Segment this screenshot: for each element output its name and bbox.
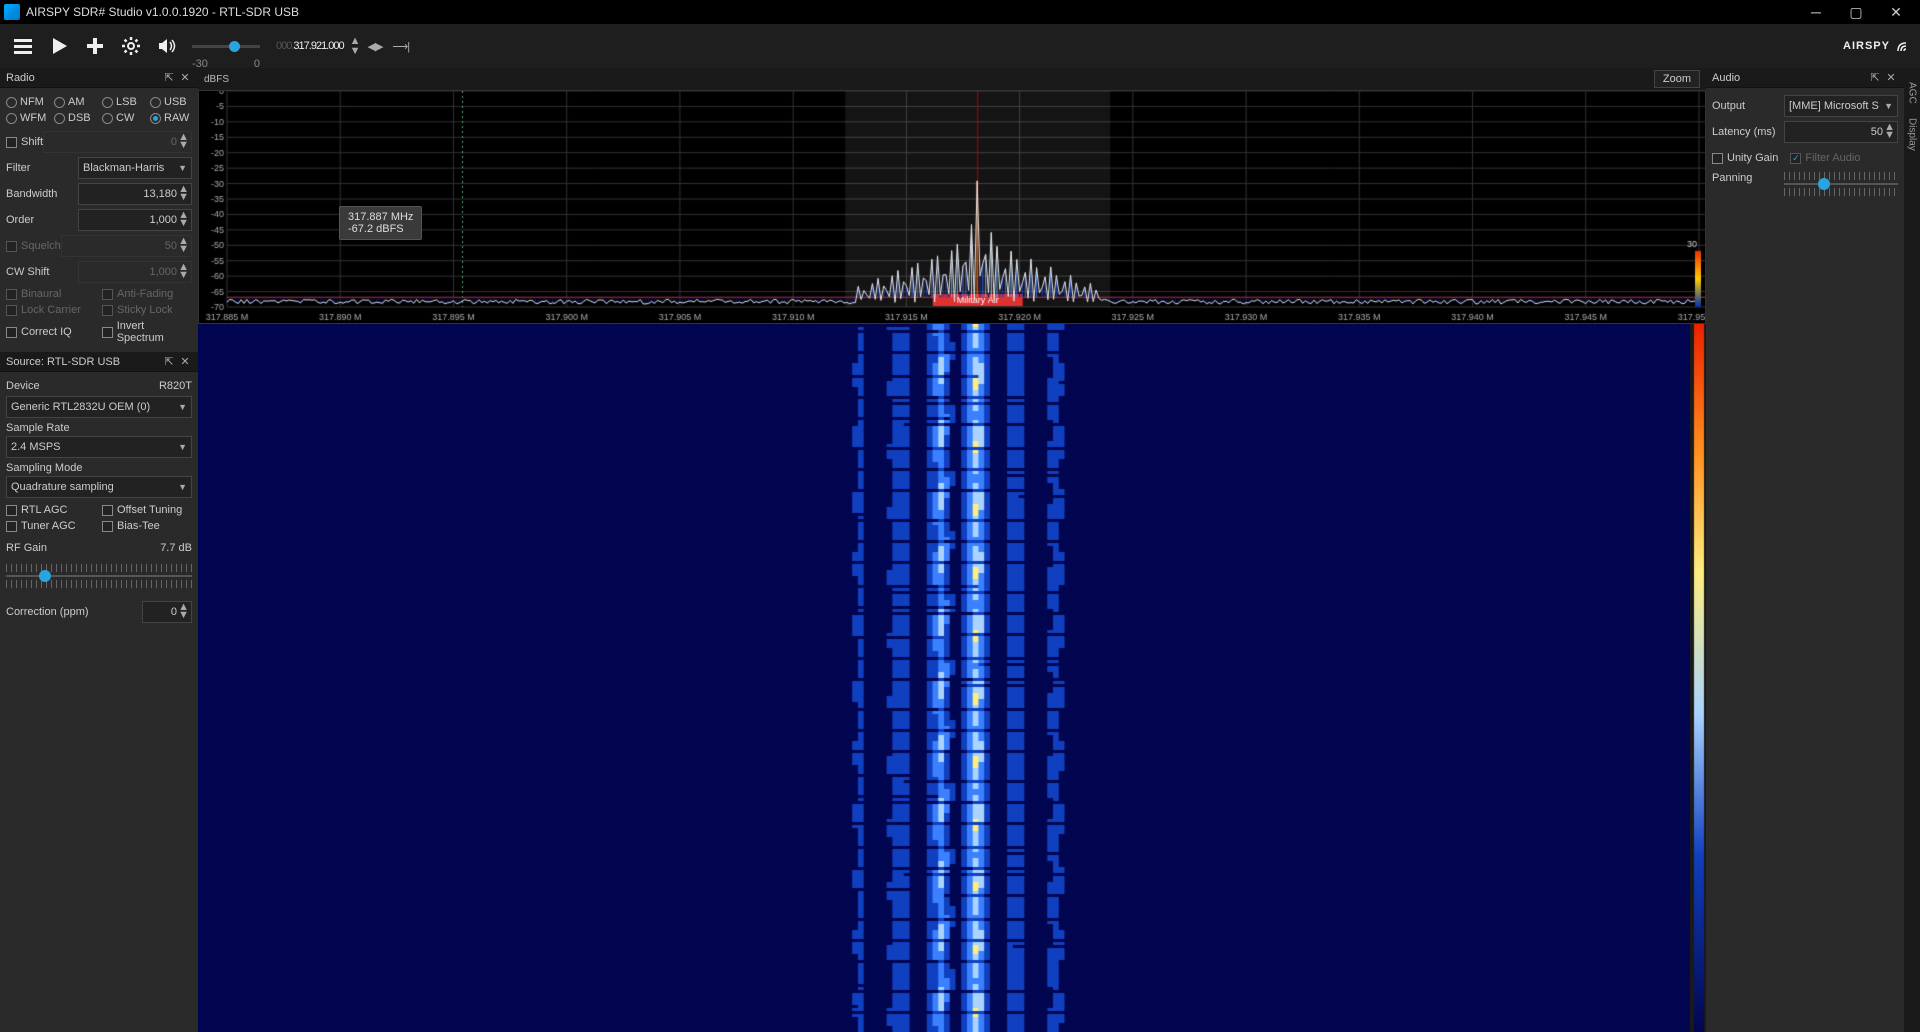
brand-logo: AIRSPY <box>1843 39 1912 53</box>
pin-icon[interactable]: ⇱ <box>162 355 176 369</box>
cwshift-label: CW Shift <box>6 266 78 278</box>
opt-binaural: Binaural <box>6 288 96 300</box>
audio-panel-title: Audio <box>1712 72 1866 84</box>
rf-gain-slider[interactable] <box>6 564 192 596</box>
close-panel-icon[interactable]: ✕ <box>1884 71 1898 85</box>
shift-input: 0▲▼ <box>43 131 192 153</box>
frequency-display[interactable]: 000.317.921.000 ▲▼ ◀▶ ⟶| <box>276 36 409 56</box>
shift-checkbox[interactable]: Shift <box>6 136 43 148</box>
rf-gain-label: RF Gain <box>6 542 78 554</box>
close-panel-icon[interactable]: ✕ <box>178 71 192 85</box>
mode-lsb[interactable]: LSB <box>102 96 144 108</box>
bandwidth-input[interactable]: 13,180▲▼ <box>78 183 192 205</box>
freq-stepper[interactable]: ▲▼ <box>350 36 360 56</box>
close-panel-icon[interactable]: ✕ <box>178 355 192 369</box>
close-button[interactable]: ✕ <box>1876 0 1916 24</box>
pin-icon[interactable]: ⇱ <box>1868 71 1882 85</box>
chk-tuner-agc[interactable]: Tuner AGC <box>6 520 96 532</box>
mode-selector: NFM AM LSB USB WFM DSB CW RAW <box>6 92 192 128</box>
filter-select[interactable]: Blackman-Harris▼ <box>78 157 192 179</box>
sample-rate-label: Sample Rate <box>6 422 192 434</box>
filter-audio-checkbox: Filter Audio <box>1790 152 1860 164</box>
source-panel-title: Source: RTL-SDR USB <box>6 356 160 368</box>
rf-gain-value: 7.7 dB <box>160 542 192 554</box>
mode-raw[interactable]: RAW <box>150 112 192 124</box>
left-sidebar: Radio ⇱ ✕ NFM AM LSB USB WFM DSB CW RAW Shift 0… <box>0 68 198 1032</box>
radio-panel-title: Radio <box>6 72 160 84</box>
chk-bias-tee[interactable]: Bias-Tee <box>102 520 192 532</box>
radio-panel-header: Radio ⇱ ✕ <box>0 68 198 88</box>
zoom-button[interactable]: Zoom <box>1654 70 1700 88</box>
freq-main: 317.921.000 <box>293 40 343 52</box>
mode-am[interactable]: AM <box>54 96 96 108</box>
freq-snap-button[interactable]: ⟶| <box>392 40 409 53</box>
titlebar: AIRSPY SDR# Studio v1.0.0.1920 - RTL-SDR… <box>0 0 1920 24</box>
settings-button[interactable] <box>116 31 146 61</box>
latency-input[interactable]: 50▲▼ <box>1784 121 1898 143</box>
app-icon <box>4 4 20 20</box>
opt-correct-iq[interactable]: Correct IQ <box>6 320 96 344</box>
freq-nav[interactable]: ◀▶ <box>367 40 382 53</box>
filter-label: Filter <box>6 162 78 174</box>
audio-panel-header: Audio ⇱ ✕ <box>1706 68 1904 88</box>
opt-lock-carrier: Lock Carrier <box>6 304 96 316</box>
freq-dim: 000. <box>276 40 293 52</box>
dbfs-label: dBFS <box>204 74 229 85</box>
cwshift-input: 1,000▲▼ <box>78 261 192 283</box>
mode-cw[interactable]: CW <box>102 112 144 124</box>
output-label: Output <box>1712 100 1784 112</box>
toolbar: -300 000.317.921.000 ▲▼ ◀▶ ⟶| AIRSPY <box>0 24 1920 68</box>
sampling-mode-select[interactable]: Quadrature sampling▼ <box>6 476 192 498</box>
bandwidth-label: Bandwidth <box>6 188 78 200</box>
source-panel-header: Source: RTL-SDR USB ⇱ ✕ <box>0 352 198 372</box>
device-label: Device <box>6 380 78 392</box>
unity-gain-checkbox[interactable]: Unity Gain <box>1712 152 1778 164</box>
opt-sticky-lock: Sticky Lock <box>102 304 192 316</box>
device-select[interactable]: Generic RTL2832U OEM (0)▼ <box>6 396 192 418</box>
maximize-button[interactable]: ▢ <box>1836 0 1876 24</box>
minimize-button[interactable]: ─ <box>1796 0 1836 24</box>
play-button[interactable] <box>44 31 74 61</box>
waterfall-display[interactable] <box>198 324 1706 1032</box>
spectrum-analyzer[interactable]: 317.887 MHz-67.2 dBFS <box>198 90 1706 324</box>
correction-input[interactable]: 0▲▼ <box>142 601 192 623</box>
squelch-checkbox: Squelch <box>6 240 61 252</box>
chip-label: R820T <box>159 380 192 392</box>
mode-dsb[interactable]: DSB <box>54 112 96 124</box>
chk-offset-tuning[interactable]: Offset Tuning <box>102 504 192 516</box>
output-select[interactable]: [MME] Microsoft S▼ <box>1784 95 1898 117</box>
mode-wfm[interactable]: WFM <box>6 112 48 124</box>
right-tabs: AGC Display <box>1904 68 1920 1032</box>
center-display: dBFS Zoom 317.887 MHz-67.2 dBFS <box>198 68 1706 1032</box>
tab-agc[interactable]: AGC <box>1906 76 1919 110</box>
correction-label: Correction (ppm) <box>6 606 106 618</box>
opt-invert-spectrum[interactable]: Invert Spectrum <box>102 320 192 344</box>
volume-slider[interactable]: -300 <box>192 32 260 60</box>
sample-rate-select[interactable]: 2.4 MSPS▼ <box>6 436 192 458</box>
chk-rtl-agc[interactable]: RTL AGC <box>6 504 96 516</box>
pin-icon[interactable]: ⇱ <box>162 71 176 85</box>
opt-anti-fading: Anti-Fading <box>102 288 192 300</box>
squelch-input: 50▲▼ <box>61 235 192 257</box>
order-label: Order <box>6 214 78 226</box>
speaker-icon[interactable] <box>152 31 182 61</box>
mode-nfm[interactable]: NFM <box>6 96 48 108</box>
mode-usb[interactable]: USB <box>150 96 192 108</box>
add-button[interactable] <box>80 31 110 61</box>
menu-button[interactable] <box>8 31 38 61</box>
tab-display[interactable]: Display <box>1906 112 1919 157</box>
panning-label: Panning <box>1712 172 1784 184</box>
latency-label: Latency (ms) <box>1712 126 1784 138</box>
right-sidebar: Audio ⇱ ✕ Output [MME] Microsoft S▼ Late… <box>1706 68 1904 1032</box>
panning-slider[interactable] <box>1784 172 1898 204</box>
order-input[interactable]: 1,000▲▼ <box>78 209 192 231</box>
window-title: AIRSPY SDR# Studio v1.0.0.1920 - RTL-SDR… <box>26 5 1796 19</box>
sampling-mode-label: Sampling Mode <box>6 462 192 474</box>
